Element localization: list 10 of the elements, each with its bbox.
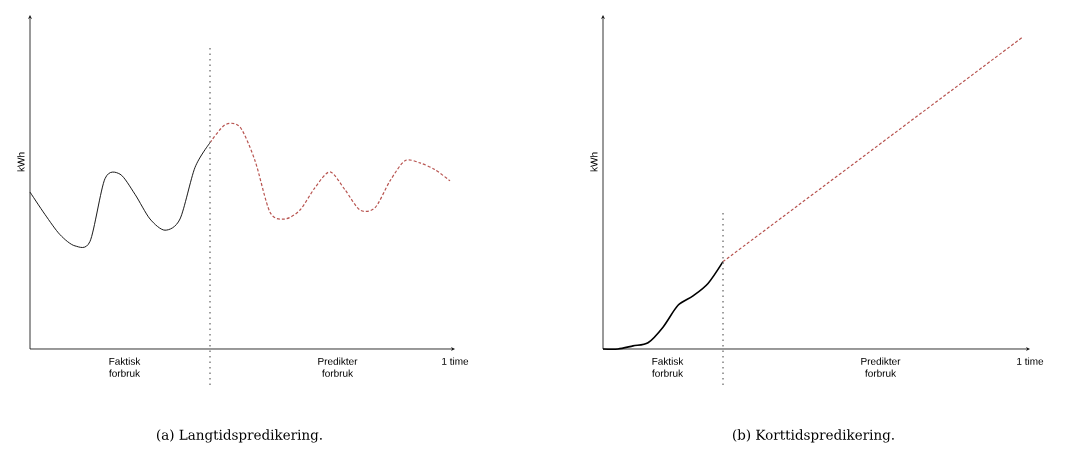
y-axis-title: kWh	[17, 152, 25, 172]
text: Predikter forbruk	[861, 357, 901, 377]
text: Faktisk forbruk	[652, 357, 684, 377]
text: (b) Korttidspredikering.	[733, 429, 894, 443]
text: Predikter forbruk	[318, 357, 358, 377]
y-axis-title: kWh	[590, 152, 598, 172]
x-axis-title: 1 time	[442, 357, 469, 365]
text: Faktisk forbruk	[109, 357, 141, 377]
x-axis-title: 1 time	[1017, 357, 1044, 365]
text: (a) Langtidspredikering.	[157, 429, 322, 443]
